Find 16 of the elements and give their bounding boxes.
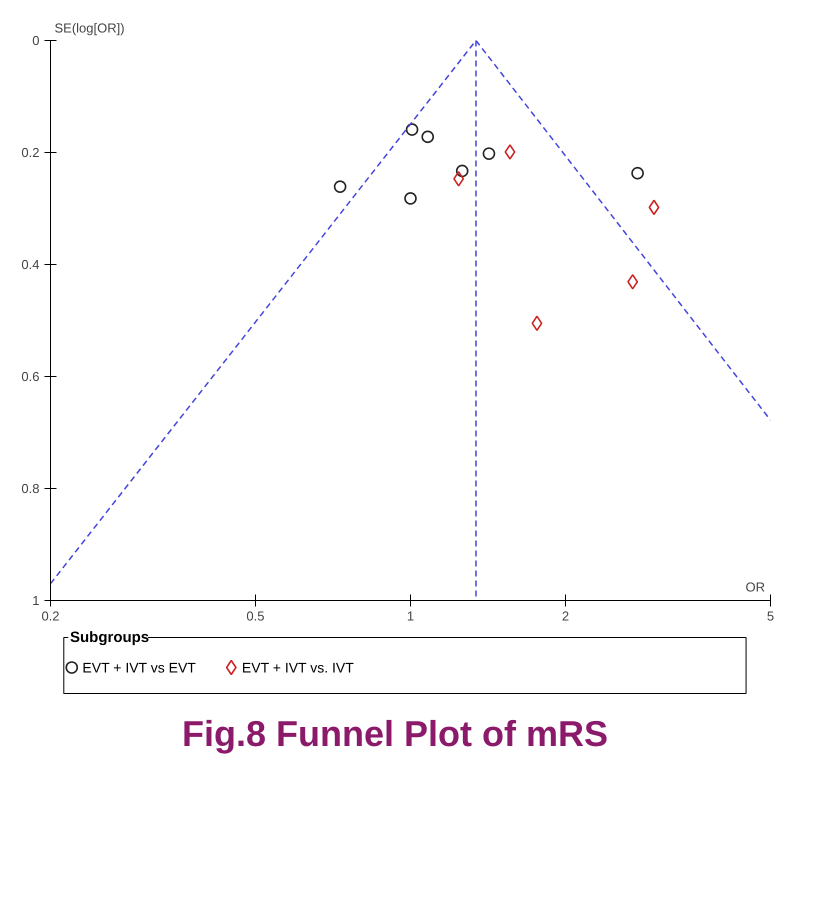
y-tick-label: 1 [32,593,40,608]
x-tick-label: 1 [406,608,414,624]
x-axis-title: OR [746,580,765,594]
x-tick-label: 2 [562,608,570,624]
y-tick-label: 0.4 [21,257,40,272]
y-axis-title: SE(log[OR]) [54,20,125,36]
y-tick-label: 0.2 [21,145,40,160]
y-tick-label: 0.8 [21,481,40,496]
legend-title: Subgroups [70,629,150,646]
x-tick-label: 5 [766,608,774,624]
text: Fig.8 Funnel Plot of mRS [181,712,609,756]
legend-label: EVT + IVT vs. IVT [242,660,354,676]
legend-label: EVT + IVT vs EVT [82,660,196,676]
y-tick-label: 0.6 [21,369,40,384]
x-tick-label: 0.5 [246,608,264,624]
y-tick-label: 0 [32,33,40,48]
